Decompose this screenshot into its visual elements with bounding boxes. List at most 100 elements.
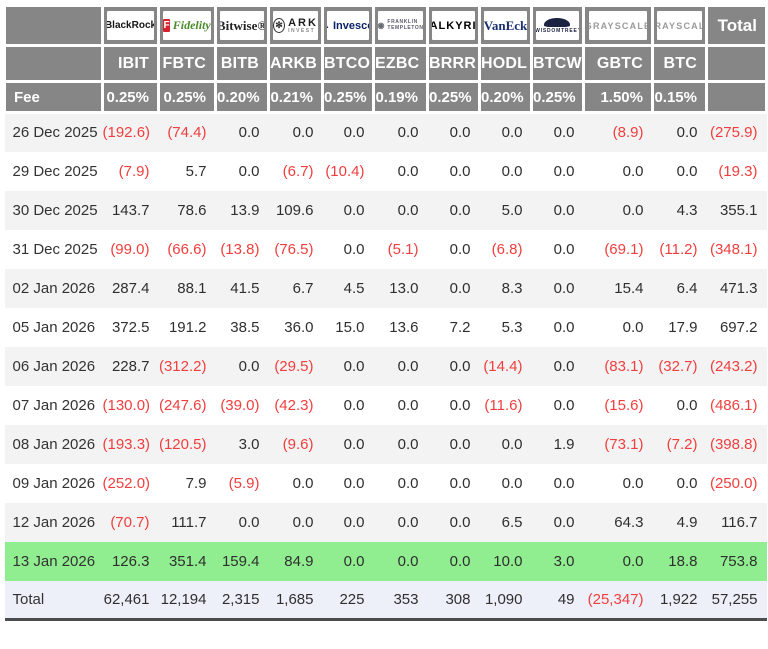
flow-value: 84.9 bbox=[268, 541, 323, 581]
flow-row: 09 Jan 2026 (252.0) 7.9 (5.9) 0.0 0.0 0.0 0.0 0.… bbox=[5, 464, 767, 503]
fee-FBTC: 0.25% bbox=[157, 80, 217, 114]
flow-value: 0.0 bbox=[553, 162, 575, 180]
invesco-triangle-icon: ▲ bbox=[327, 21, 330, 30]
flow-value: 13.0 bbox=[373, 268, 428, 308]
flow-value: (14.4) bbox=[479, 346, 532, 386]
flow-value: 0.0 bbox=[676, 162, 698, 180]
flow-value: 191.2 bbox=[168, 318, 207, 336]
flow-value: (32.7) bbox=[652, 346, 707, 386]
fee-IBIT: 0.25% bbox=[101, 80, 160, 114]
flow-value: (69.1) bbox=[604, 240, 644, 258]
flow-value: 13.9 bbox=[215, 190, 269, 230]
flow-value: 17.9 bbox=[668, 318, 698, 336]
ticker-empty-cell bbox=[3, 44, 104, 83]
ark-circle-icon: ✻ bbox=[273, 18, 286, 33]
bitwise-logo: Bitwise® bbox=[220, 11, 264, 40]
fee-row-label: Fee bbox=[3, 80, 104, 114]
flow-row: 30 Dec 2025 143.7 78.6 13.9 109.6 0.0 0.0 0.0 5.… bbox=[4, 190, 767, 230]
flow-value: (15.6) bbox=[604, 396, 644, 414]
logo-cell-valkyrie: VALKYRIE bbox=[426, 4, 481, 47]
flow-value: 15.0 bbox=[335, 318, 365, 336]
flow-value: 287.4 bbox=[102, 268, 159, 308]
flow-value: (9.6) bbox=[268, 424, 323, 464]
flow-value: (252.0) bbox=[102, 474, 151, 492]
flow-value: 0.0 bbox=[268, 112, 323, 152]
flow-value: (42.3) bbox=[274, 396, 314, 414]
flow-value: 0.0 bbox=[652, 112, 707, 152]
flow-date: 13 Jan 2026 bbox=[4, 541, 103, 581]
logo-cell-franklin: ◉ FRANKLIN TEMPLETON bbox=[372, 4, 429, 47]
flow-value: 13.6 bbox=[389, 318, 419, 336]
flow-value: (11.2) bbox=[659, 240, 698, 258]
flow-value: 5.0 bbox=[479, 190, 532, 230]
flow-value: 7.2 bbox=[449, 318, 471, 336]
flow-row-total: (275.9) bbox=[706, 112, 767, 152]
flow-value: 7.9 bbox=[185, 474, 207, 492]
flow-value: 41.5 bbox=[215, 268, 269, 308]
flow-value: 0.0 bbox=[427, 502, 480, 542]
flow-row: 13 Jan 2026 126.3 351.4 159.4 84.9 0.0 0.0 0.0 1… bbox=[4, 541, 767, 581]
fee-BTCW: 0.25% bbox=[530, 80, 585, 114]
flow-value: 0.0 bbox=[676, 474, 698, 492]
flow-value: 0.0 bbox=[622, 162, 644, 180]
ticker-ARKB: ARKB bbox=[267, 44, 324, 83]
totals-value: (25,347) bbox=[583, 580, 653, 621]
flow-value: 38.5 bbox=[230, 318, 260, 336]
totals-value: 225 bbox=[322, 580, 374, 621]
flow-value: 0.0 bbox=[322, 541, 374, 581]
flow-value: 0.0 bbox=[622, 318, 644, 336]
flow-value: (8.9) bbox=[583, 112, 653, 152]
flow-value: 8.3 bbox=[479, 268, 532, 308]
ticker-HODL: HODL bbox=[478, 44, 533, 83]
invesco-logo: ▲Invesco bbox=[326, 11, 370, 40]
logo-cell-grayscale-btc: GRAYSCALE bbox=[651, 4, 708, 47]
flow-value: 3.0 bbox=[215, 424, 269, 464]
flow-row: 29 Dec 2025 (7.9) 5.7 0.0 (6.7) (10.4) 0.0 0.0 0… bbox=[5, 152, 767, 191]
ticker-BTCW: BTCW bbox=[530, 44, 585, 83]
flow-value: 78.6 bbox=[158, 190, 216, 230]
flow-value: 4.9 bbox=[652, 502, 707, 542]
flow-value: 0.0 bbox=[373, 346, 428, 386]
flow-row-total: (348.1) bbox=[709, 240, 758, 258]
totals-grand-total: 57,255 bbox=[706, 580, 767, 621]
flow-value: 0.0 bbox=[343, 396, 365, 414]
logo-cell-grayscale-gbtc: GRAYSCALE bbox=[582, 4, 654, 47]
logo-cell-invesco: ▲Invesco bbox=[321, 4, 375, 47]
grayscale-logo: GRAYSCALE bbox=[657, 11, 702, 40]
flow-value: (70.7) bbox=[102, 502, 159, 542]
flow-value: 143.7 bbox=[102, 190, 159, 230]
fee-BTCO: 0.25% bbox=[321, 80, 375, 114]
flow-value: 0.0 bbox=[501, 474, 523, 492]
flow-value: 0.0 bbox=[583, 190, 653, 230]
flow-value: 0.0 bbox=[343, 240, 365, 258]
flow-value: 0.0 bbox=[292, 474, 314, 492]
flow-value: 88.1 bbox=[158, 268, 216, 308]
fee-BRRR: 0.25% bbox=[426, 80, 481, 114]
valkyrie-logo: VALKYRIE bbox=[431, 11, 476, 40]
fee-HODL: 0.20% bbox=[478, 80, 533, 114]
ticker-FBTC: FBTC bbox=[157, 44, 217, 83]
flow-value: 0.0 bbox=[322, 190, 374, 230]
flow-value: (312.2) bbox=[158, 346, 216, 386]
flow-value: 0.0 bbox=[427, 268, 480, 308]
flow-value: (29.5) bbox=[268, 346, 323, 386]
flow-value: 0.0 bbox=[397, 396, 419, 414]
flow-value: 6.7 bbox=[268, 268, 323, 308]
totals-value: 1,090 bbox=[479, 580, 532, 621]
flow-value: 5.7 bbox=[185, 162, 207, 180]
flow-row-total: (250.0) bbox=[709, 474, 758, 492]
flow-value: 0.0 bbox=[215, 112, 269, 152]
flow-row-total: (243.2) bbox=[706, 346, 767, 386]
flow-value: 18.8 bbox=[652, 541, 707, 581]
flow-value: 0.0 bbox=[553, 240, 575, 258]
grayscale-logo: GRAYSCALE bbox=[588, 11, 648, 40]
flow-value: 0.0 bbox=[268, 502, 323, 542]
logo-cell-bitwise: Bitwise® bbox=[214, 4, 270, 47]
flow-row: 02 Jan 2026 287.4 88.1 41.5 6.7 4.5 13.0 0.0 8.3… bbox=[4, 268, 767, 308]
flow-row: 26 Dec 2025 (192.6) (74.4) 0.0 0.0 0.0 0.0 0.0 0… bbox=[4, 112, 767, 152]
flow-value: 0.0 bbox=[373, 541, 428, 581]
flow-value: 351.4 bbox=[158, 541, 216, 581]
flow-date: 26 Dec 2025 bbox=[4, 112, 103, 152]
table-footer: Total 62,461 12,194 2,315 1,685 225 353 308 1,09… bbox=[4, 580, 767, 621]
franklin-portrait-icon: ◉ bbox=[378, 20, 385, 30]
